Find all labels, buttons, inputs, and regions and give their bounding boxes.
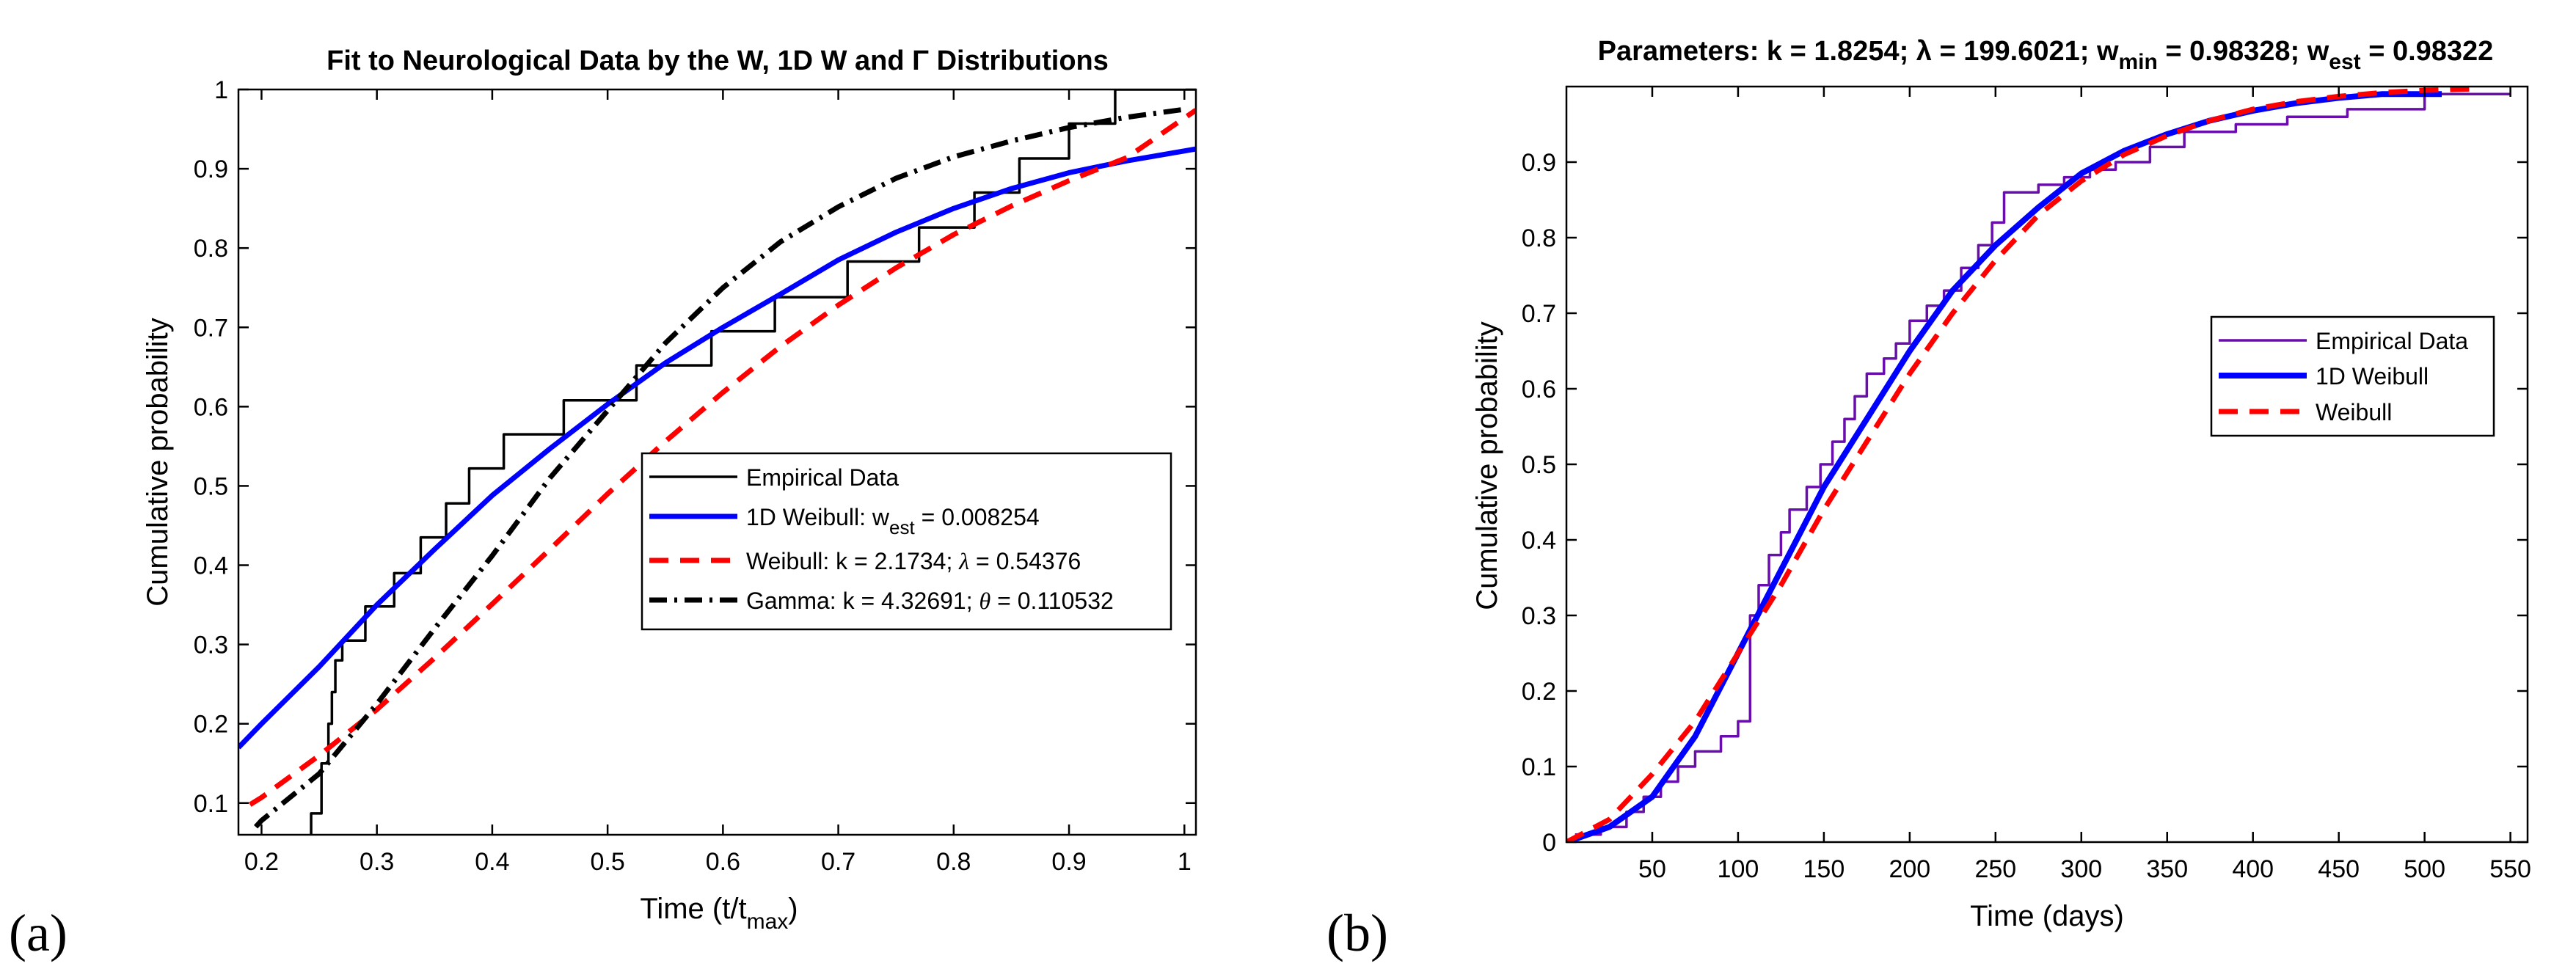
legend-b-label-1d-weibull: 1D Weibull — [2316, 363, 2429, 390]
ytick-label: 0 — [1542, 829, 1556, 857]
panel-b: (b) Parameters: k = 1.8254; λ = 199.6021… — [1327, 36, 2531, 962]
xtick-label: 450 — [2318, 855, 2360, 883]
xtick-label: 0.7 — [821, 848, 855, 876]
legend-a-g-sym: θ — [979, 588, 991, 614]
ytick-label: 0.1 — [194, 790, 228, 818]
panel-b-ticks: 50 100 150 200 250 300 350 400 450 500 550 0 0.1 0.2 0… — [1522, 87, 2531, 883]
panel-a-xlabel-sub: max — [747, 910, 789, 934]
panel-a-axes-frame — [237, 88, 1197, 836]
xtick-label: 0.8 — [936, 848, 971, 876]
ytick-label: 0.7 — [194, 314, 228, 342]
ytick-label: 0.3 — [194, 632, 228, 659]
ytick-label: 0.8 — [1522, 224, 1556, 252]
legend-a-g-b: = 0.110532 — [990, 588, 1114, 614]
ytick-label: 0.2 — [194, 711, 228, 739]
legend-a-1dw-b: = 0.008254 — [915, 504, 1040, 530]
panel-b-label: (b) — [1327, 904, 1388, 962]
panel-b-title-a: Parameters: k = 1.8254; λ = 199.6021; w — [1598, 36, 2119, 67]
ytick-label: 0.6 — [1522, 376, 1556, 403]
xtick-label: 1 — [1178, 848, 1192, 876]
xtick-label: 0.9 — [1051, 848, 1086, 876]
xtick-label: 50 — [1638, 855, 1666, 883]
series-weibull-line-b — [1566, 87, 2476, 842]
legend-a-w-b: = 0.54376 — [969, 548, 1081, 574]
ytick-label: 0.4 — [194, 552, 228, 580]
series-empirical-data-line-b — [1575, 92, 2511, 836]
series-weibull-line-a — [248, 108, 1196, 807]
legend-a-1dw-a: 1D Weibull: w — [746, 504, 890, 530]
xtick-label: 400 — [2232, 855, 2274, 883]
series-1d-weibull-line-a — [238, 146, 1196, 750]
ytick-label: 0.1 — [1522, 753, 1556, 781]
ytick-label: 0.8 — [194, 235, 228, 263]
xtick-label: 0.6 — [706, 848, 740, 876]
xtick-label: 250 — [1974, 855, 2016, 883]
panel-b-xlabel: Time (days) — [1970, 900, 2124, 932]
xtick-label: 100 — [1718, 855, 1759, 883]
panel-a-label: (a) — [9, 904, 67, 962]
xtick-label: 150 — [1803, 855, 1845, 883]
panel-a-xlabel-main: Time (t/t — [640, 893, 746, 925]
xtick-label: 200 — [1889, 855, 1930, 883]
xtick-label: 500 — [2404, 855, 2445, 883]
panel-b-title: Parameters: k = 1.8254; λ = 199.6021; wm… — [1598, 36, 2494, 74]
xtick-label: 550 — [2489, 855, 2531, 883]
legend-a-1dw-sub: est — [889, 516, 915, 538]
ytick-label: 0.2 — [1522, 678, 1556, 706]
xtick-label: 0.5 — [590, 848, 624, 876]
panel-b-title-sub2: est — [2329, 50, 2360, 74]
legend-b-label-weibull: Weibull — [2316, 399, 2392, 425]
panel-a-series — [238, 89, 1196, 835]
legend-b-label-empirical: Empirical Data — [2316, 328, 2468, 354]
xtick-label: 350 — [2146, 855, 2188, 883]
ytick-label: 0.6 — [194, 393, 228, 421]
ytick-label: 0.9 — [1522, 149, 1556, 177]
ytick-label: 1 — [214, 76, 228, 104]
panel-b-axes-frame — [1565, 85, 2529, 844]
ytick-label: 0.4 — [1522, 527, 1556, 555]
ytick-label: 0.3 — [1522, 602, 1556, 630]
panel-b-title-sub1: min — [2119, 50, 2158, 74]
ytick-label: 0.9 — [194, 156, 228, 183]
legend-a-g-a: Gamma: k = 4.32691; — [746, 588, 979, 614]
ytick-label: 0.5 — [1522, 451, 1556, 479]
panel-b-title-end: = 0.98322 — [2361, 36, 2494, 67]
legend-a-label-weibull: Weibull: k = 2.1734; λ = 0.54376 — [746, 548, 1081, 574]
ytick-label: 0.7 — [1522, 300, 1556, 328]
panel-a: (a) Fit to Neurological Data by the W, 1… — [9, 45, 1197, 962]
panel-a-xlabel-close: ) — [788, 893, 798, 925]
legend-a-label-empirical: Empirical Data — [746, 464, 899, 491]
legend-a-w-sym: λ — [958, 548, 969, 574]
panel-a-title: Fit to Neurological Data by the W, 1D W … — [326, 45, 1109, 76]
xtick-label: 300 — [2060, 855, 2102, 883]
panel-b-ylabel: Cumulative probability — [1471, 321, 1503, 610]
panel-b-legend: Empirical Data 1D Weibull Weibull — [2210, 315, 2495, 437]
xtick-label: 0.2 — [244, 848, 279, 876]
xtick-label: 0.3 — [360, 848, 394, 876]
series-gamma-line-a — [253, 106, 1185, 829]
xtick-label: 0.4 — [475, 848, 509, 876]
panel-b-series — [1566, 87, 2511, 842]
panel-a-ylabel: Cumulative probability — [142, 318, 174, 607]
panel-a-legend: Empirical Data 1D Weibull: west = 0.0082… — [641, 452, 1172, 631]
legend-a-label-gamma: Gamma: k = 4.32691; θ = 0.110532 — [746, 588, 1114, 614]
panel-a-ticks: 0.2 0.3 0.4 0.5 0.6 0.7 0.8 0.9 1 0.1 0.2 0.3 0.4 0.5… — [194, 76, 1196, 876]
ytick-label: 0.5 — [194, 472, 228, 500]
legend-a-w-a: Weibull: k = 2.1734; — [746, 548, 959, 574]
panel-a-xlabel: Time (t/tmax) — [640, 893, 798, 934]
panel-b-title-mid: = 0.98328; w — [2158, 36, 2329, 67]
legend-a-label-1d-weibull: 1D Weibull: west = 0.008254 — [746, 504, 1040, 538]
